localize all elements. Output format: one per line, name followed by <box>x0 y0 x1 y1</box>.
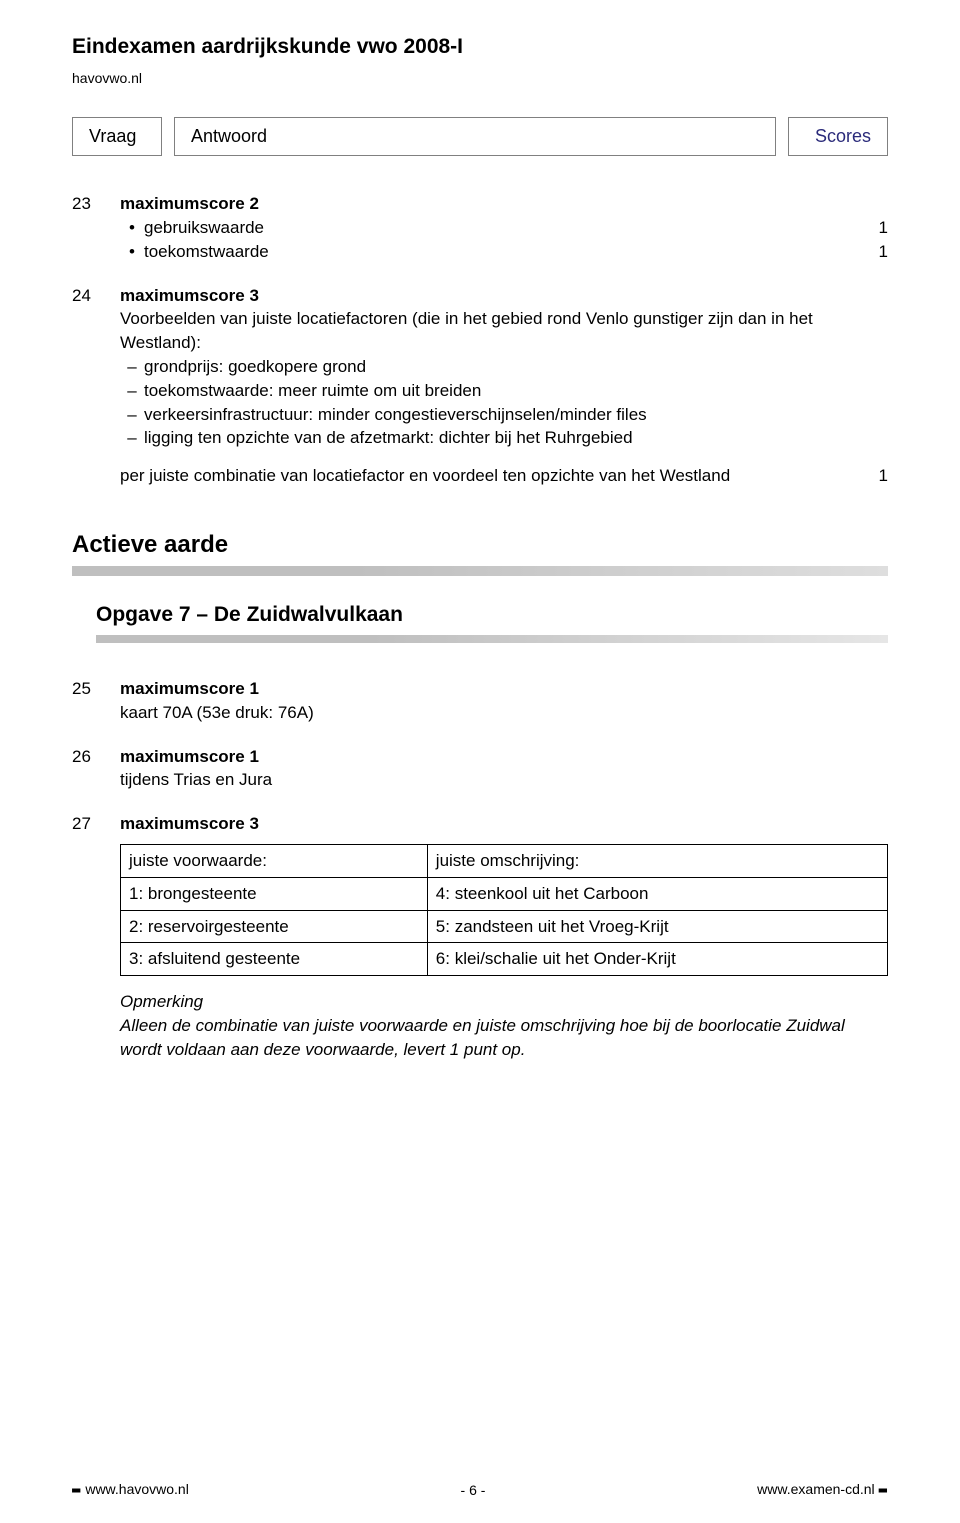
q24-post-text: per juiste combinatie van locatiefactor … <box>120 464 848 488</box>
q24-dash-1: – toekomstwaarde: meer ruimte om uit bre… <box>120 379 888 403</box>
q24-intro: Voorbeelden van juiste locatiefactoren (… <box>120 307 888 355</box>
q23-number: 23 <box>72 192 120 216</box>
q23-item-0-text: gebruikswaarde <box>144 216 848 240</box>
table-row: 1: brongesteente 4: steenkool uit het Ca… <box>121 877 888 910</box>
question-23: 23 maximumscore 2 • gebruikswaarde 1 • t… <box>72 192 888 263</box>
dash-icon: – <box>120 355 144 379</box>
cell-1-0: 1: brongesteente <box>121 877 428 910</box>
q24-dash-0: – grondprijs: goedkopere grond <box>120 355 888 379</box>
q25-head: maximumscore 1 <box>120 677 888 701</box>
arrow-icon: ▬ <box>879 1482 884 1498</box>
q27-opmerking: Opmerking Alleen de combinatie van juist… <box>120 990 888 1061</box>
q23-item-1-text: toekomstwaarde <box>144 240 848 264</box>
bullet-icon: • <box>120 240 144 264</box>
col-scores: Scores <box>788 117 888 156</box>
dash-icon: – <box>120 379 144 403</box>
section-divider <box>72 566 888 576</box>
q23-item-0-score: 1 <box>848 216 888 240</box>
question-26: 26 maximumscore 1 tijdens Trias en Jura <box>72 745 888 793</box>
doc-title: Eindexamen aardrijkskunde vwo 2008-I <box>72 32 888 61</box>
section-actieve-aarde: Actieve aarde <box>72 528 888 576</box>
bullet-icon: • <box>120 216 144 240</box>
question-27: 27 maximumscore 3 juiste voorwaarde: jui… <box>72 812 888 1061</box>
cell-3-0: 3: afsluitend gesteente <box>121 943 428 976</box>
page: Eindexamen aardrijkskunde vwo 2008-I hav… <box>0 0 960 1523</box>
page-footer: ▬ www.havovwo.nl - 6 - www.examen-cd.nl … <box>72 1480 888 1501</box>
cell-2-0: 2: reservoirgesteente <box>121 910 428 943</box>
footer-center: - 6 - <box>189 1481 757 1501</box>
q24-dash-0-text: grondprijs: goedkopere grond <box>144 355 888 379</box>
q23-item-0: • gebruikswaarde 1 <box>120 216 888 240</box>
table-row: 2: reservoirgesteente 5: zandsteen uit h… <box>121 910 888 943</box>
footer-right-text: www.examen-cd.nl <box>757 1481 875 1497</box>
subsection-title: Opgave 7 – De Zuidwalvulkaan <box>72 600 888 635</box>
q24-head: maximumscore 3 <box>120 284 888 308</box>
cell-3-1: 6: klei/schalie uit het Onder-Krijt <box>427 943 887 976</box>
column-header-row: Vraag Antwoord Scores <box>72 117 888 156</box>
dash-icon: – <box>120 426 144 450</box>
q27-opm-body: Alleen de combinatie van juiste voorwaar… <box>120 1014 888 1062</box>
question-25: 25 maximumscore 1 kaart 70A (53e druk: 7… <box>72 677 888 725</box>
q23-item-1: • toekomstwaarde 1 <box>120 240 888 264</box>
q24-dash-2: – verkeersinfrastructuur: minder congest… <box>120 403 888 427</box>
q26-head: maximumscore 1 <box>120 745 888 769</box>
q24-dash-2-text: verkeersinfrastructuur: minder congestie… <box>144 403 888 427</box>
q27-opm-head: Opmerking <box>120 990 888 1014</box>
q24-dash-3: – ligging ten opzichte van de afzetmarkt… <box>120 426 888 450</box>
subsection-opgave7: Opgave 7 – De Zuidwalvulkaan <box>72 600 888 643</box>
footer-left: ▬ www.havovwo.nl <box>72 1480 189 1501</box>
col-vraag: Vraag <box>72 117 162 156</box>
cell-0-0: juiste voorwaarde: <box>121 844 428 877</box>
q24-post: per juiste combinatie van locatiefactor … <box>120 464 888 488</box>
q23-head: maximumscore 2 <box>120 192 888 216</box>
q24-dash-1-text: toekomstwaarde: meer ruimte om uit breid… <box>144 379 888 403</box>
q24-number: 24 <box>72 284 120 308</box>
footer-right: www.examen-cd.nl ▬ <box>757 1480 888 1501</box>
section-title: Actieve aarde <box>72 528 888 562</box>
q24-post-score: 1 <box>848 464 888 488</box>
q24-dash-3-text: ligging ten opzichte van de afzetmarkt: … <box>144 426 888 450</box>
q27-number: 27 <box>72 812 120 836</box>
q26-number: 26 <box>72 745 120 769</box>
arrow-icon: ▬ <box>72 1482 77 1498</box>
q27-table: juiste voorwaarde: juiste omschrijving: … <box>120 844 888 976</box>
q25-text: kaart 70A (53e druk: 76A) <box>120 701 888 725</box>
dash-icon: – <box>120 403 144 427</box>
q25-number: 25 <box>72 677 120 701</box>
site-label: havovwo.nl <box>72 69 888 89</box>
question-24: 24 maximumscore 3 Voorbeelden van juiste… <box>72 284 888 488</box>
q26-text: tijdens Trias en Jura <box>120 768 888 792</box>
footer-left-text: www.havovwo.nl <box>85 1481 189 1497</box>
cell-1-1: 4: steenkool uit het Carboon <box>427 877 887 910</box>
q27-head: maximumscore 3 <box>120 812 888 836</box>
table-row: 3: afsluitend gesteente 6: klei/schalie … <box>121 943 888 976</box>
cell-0-1: juiste omschrijving: <box>427 844 887 877</box>
subsection-divider <box>96 635 888 643</box>
table-row: juiste voorwaarde: juiste omschrijving: <box>121 844 888 877</box>
col-antwoord: Antwoord <box>174 117 776 156</box>
q23-item-1-score: 1 <box>848 240 888 264</box>
cell-2-1: 5: zandsteen uit het Vroeg-Krijt <box>427 910 887 943</box>
